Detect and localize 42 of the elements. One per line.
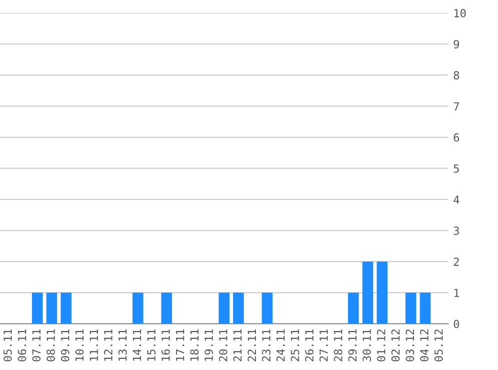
x-tick-label: 25.11 bbox=[290, 329, 300, 362]
x-tick-label: 26.11 bbox=[305, 329, 314, 362]
y-tick-label: 9 bbox=[454, 40, 459, 48]
y-tick-label: 5 bbox=[454, 164, 459, 173]
x-tick-label: 30.11 bbox=[362, 329, 372, 362]
x-tick-label: 18.11 bbox=[190, 329, 199, 361]
x-tick-label: 20.11 bbox=[218, 329, 228, 362]
x-tick-label: 10.11 bbox=[75, 329, 84, 361]
x-tick-label: 21.11 bbox=[233, 329, 242, 362]
y-tick-label: 0 bbox=[454, 320, 460, 328]
x-tick-label: 17.11 bbox=[176, 329, 184, 361]
x-tick-label: 04.12 bbox=[420, 330, 428, 362]
x-tick-label: 05.12 bbox=[434, 330, 443, 362]
x-tick-label: 06.11 bbox=[18, 329, 26, 362]
y-tick-label: 10 bbox=[454, 8, 466, 18]
y-tick-label: 2 bbox=[454, 258, 459, 266]
x-tick-label: 11.11 bbox=[90, 329, 98, 361]
x-tick-label: 08.11 bbox=[46, 329, 55, 362]
y-tick-label: 1 bbox=[454, 288, 459, 297]
x-tick-label: 13.11 bbox=[118, 329, 127, 361]
x-tick-label: 03.12 bbox=[406, 330, 414, 362]
y-tick-label: 7 bbox=[454, 102, 459, 110]
x-tick-label: 19.11 bbox=[204, 329, 213, 361]
x-tick-label: 15.11 bbox=[147, 329, 156, 361]
x-tick-label: 14.11 bbox=[132, 329, 142, 361]
x-tick-label: 28.11 bbox=[334, 329, 342, 362]
x-tick-label: 07.11 bbox=[32, 329, 41, 362]
x-tick-label: 01.12 bbox=[376, 330, 386, 362]
y-tick-label: 4 bbox=[454, 196, 460, 204]
y-tick-label: 3 bbox=[454, 226, 459, 235]
x-tick-label: 22.11 bbox=[248, 329, 256, 362]
x-tick-label: 23.11 bbox=[262, 329, 270, 362]
x-tick-label: 24.11 bbox=[276, 329, 285, 362]
x-tick-label: 16.11 bbox=[161, 329, 170, 361]
y-tick-label: 8 bbox=[454, 71, 460, 80]
x-tick-label: 27.11 bbox=[320, 329, 328, 362]
x-tick-label: 12.11 bbox=[104, 329, 112, 361]
y-tick-label: 6 bbox=[454, 133, 460, 142]
x-tick-label: 09.11 bbox=[60, 329, 70, 362]
x-tick-label: 29.11 bbox=[348, 329, 357, 362]
x-tick-label: 05.11 bbox=[3, 329, 12, 362]
x-tick-label: 02.12 bbox=[391, 330, 400, 362]
